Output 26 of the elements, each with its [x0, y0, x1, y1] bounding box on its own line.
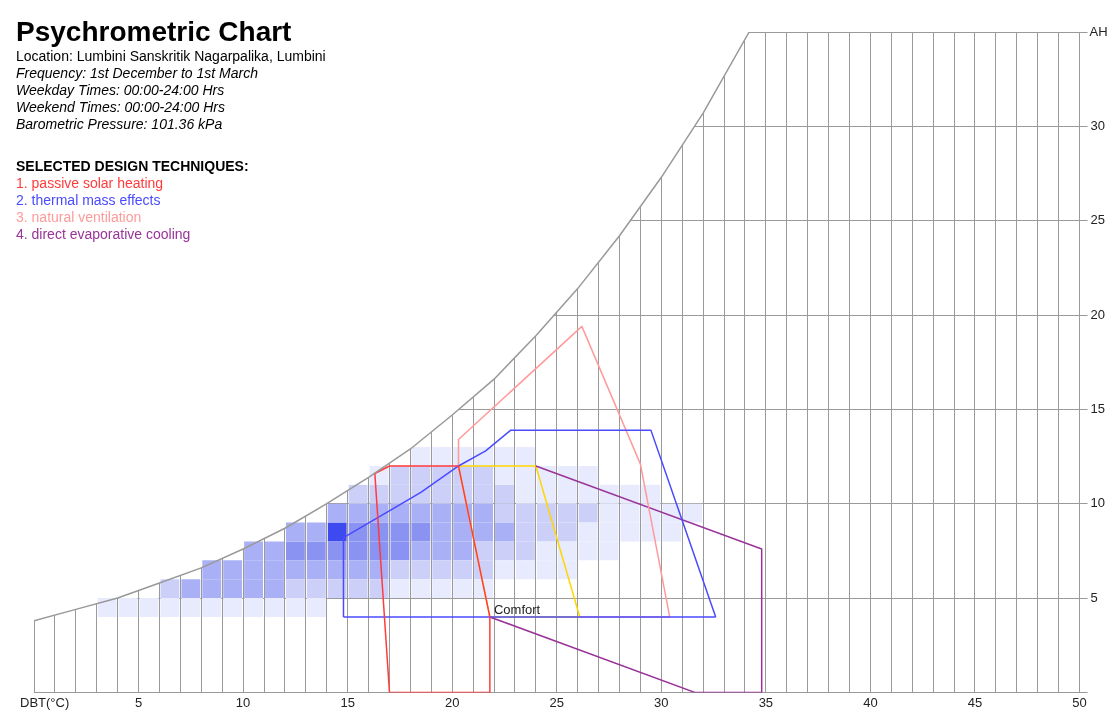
y-axis-title: AH: [1089, 23, 1108, 39]
chart-title: Psychrometric Chart: [16, 16, 293, 48]
y-tick-label: 20: [1090, 306, 1106, 322]
x-tick-label: 50: [1072, 694, 1087, 710]
x-tick-label: 15: [340, 694, 355, 710]
y-tick-label: 15: [1090, 400, 1106, 416]
annotation: Comfort: [493, 602, 541, 617]
y-tick-label: 25: [1090, 212, 1106, 228]
x-tick-label: 10: [235, 694, 251, 710]
x-tick-label: 35: [758, 694, 774, 710]
text: 4. direct evaporative cooling: [16, 226, 192, 243]
x-axis-title: DBT(°C): [20, 695, 70, 711]
x-tick-label: 25: [549, 694, 564, 710]
x-tick-label: 30: [654, 694, 669, 710]
x-tick-label: 40: [863, 694, 878, 710]
x-tick-label: 5: [134, 694, 143, 710]
x-tick-label: 45: [967, 694, 983, 710]
y-tick-label: 10: [1090, 495, 1106, 511]
text: Location: Lumbini Sanskritik Nagarpalika, Lumbini Frequency: 1st December to 1st March Weekday Times: 00:00-24:00 Hrs Weekend Times: 00:00-24:00 Hrs Barometric Pressure: 101.36 kPa: [16, 48, 326, 133]
legend-title: SELECTED DESIGN TECHNIQUES:: [16, 158, 249, 175]
y-tick-label: 5: [1090, 589, 1098, 605]
x-tick-label: 20: [444, 694, 460, 710]
text: 2. thermal mass effects: [16, 192, 162, 209]
text: 3. natural ventilation: [16, 209, 143, 226]
y-tick-label: 30: [1090, 117, 1106, 133]
text: 1. passive solar heating: [16, 175, 165, 192]
